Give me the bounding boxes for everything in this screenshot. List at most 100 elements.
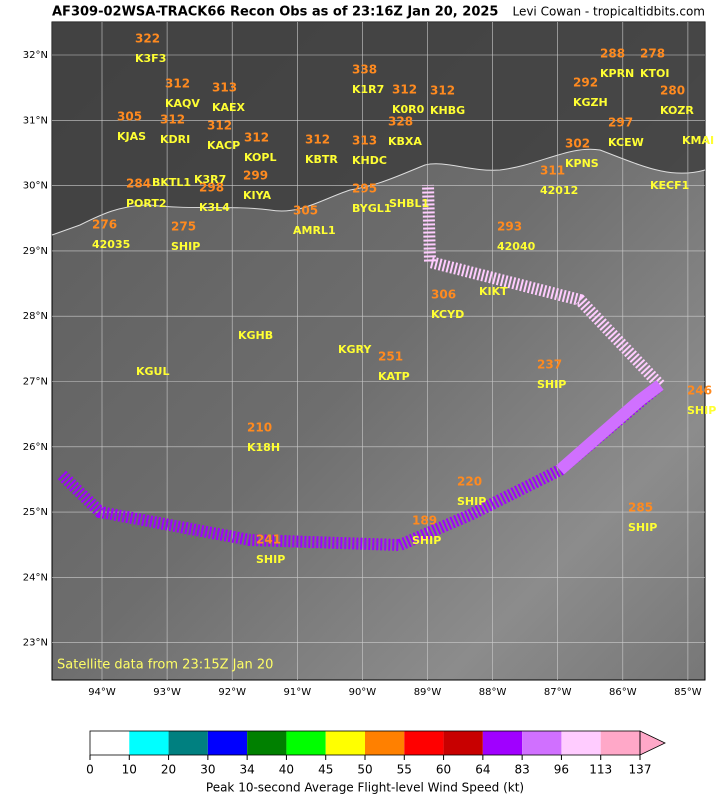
station-id: KIKT — [479, 285, 508, 298]
colorbar-segment — [168, 731, 208, 755]
colorbar-tick-label: 50 — [357, 763, 372, 777]
station-value: 295 — [352, 182, 377, 196]
station-value: 302 — [565, 137, 590, 151]
colorbar-tick-label: 34 — [240, 763, 255, 777]
station-value: 246 — [687, 384, 712, 398]
colorbar-segment — [207, 731, 248, 755]
station-id: SHIP — [687, 404, 716, 417]
station-value: 312 — [207, 119, 232, 133]
lat-tick-label: 25°N — [23, 507, 48, 518]
lat-tick-label: 30°N — [23, 181, 48, 192]
station-id: KBTR — [305, 153, 338, 166]
station-id: K1R7 — [352, 83, 384, 96]
station-id: KHDC — [352, 154, 387, 167]
station-id: KPNS — [565, 157, 599, 170]
colorbar-tick-label: 60 — [436, 763, 451, 777]
colorbar-segment — [365, 731, 405, 755]
station-id: KPRN — [600, 67, 634, 80]
lat-tick-label: 27°N — [23, 377, 48, 388]
station-id: 42012 — [540, 184, 578, 197]
colorbar-segment — [522, 731, 562, 755]
station-value: 312 — [430, 84, 455, 98]
station-value: 251 — [378, 350, 403, 364]
station-value: 241 — [256, 533, 281, 547]
station-id: KGRY — [338, 343, 372, 356]
station-id: K3L4 — [199, 201, 230, 214]
lat-tick-label: 32°N — [23, 50, 48, 61]
station-id: AMRL1 — [293, 224, 336, 237]
colorbar-tick-label: 30 — [200, 763, 215, 777]
station-value: 275 — [171, 220, 196, 234]
station-id: SHIP — [457, 495, 486, 508]
lat-tick-label: 24°N — [23, 572, 48, 583]
station-value: 312 — [244, 131, 269, 145]
station-value: 311 — [540, 164, 565, 178]
station-id: KGUL — [136, 365, 170, 378]
station-value: 297 — [608, 116, 633, 130]
colorbar-segment — [443, 731, 483, 755]
colorbar: 0 10 20 30 34 40 45 50 55 60 64 83 96 113 137 Peak 10-s… — [86, 730, 666, 795]
lon-tick-label: 94°W — [88, 687, 116, 698]
colorbar-segment — [286, 731, 326, 755]
colorbar-label: Peak 10-second Average Flight-level Wind… — [206, 781, 524, 795]
station-value: 284 — [126, 177, 151, 191]
station-id: KGHB — [238, 329, 273, 342]
colorbar-tick-label: 113 — [589, 763, 612, 777]
station-id: KAEX — [212, 101, 246, 114]
land — [52, 22, 705, 235]
station-value: 312 — [392, 83, 417, 97]
lat-tick-label: 31°N — [23, 115, 48, 126]
station-id: K18H — [247, 441, 280, 454]
station-value: 306 — [431, 288, 456, 302]
credit: Levi Cowan - tropicaltidbits.com — [512, 5, 705, 19]
colorbar-tick-label: 45 — [318, 763, 333, 777]
station-value: 305 — [117, 110, 142, 124]
station-value: 328 — [388, 115, 413, 129]
colorbar-segment — [404, 731, 444, 755]
flight-track-mid — [556, 380, 664, 475]
lon-tick-label: 90°W — [349, 687, 377, 698]
station-value: 285 — [628, 501, 653, 515]
title: AF309-02WSA-TRACK66 Recon Obs as of 23:1… — [52, 5, 498, 20]
colorbar-segment — [247, 731, 287, 755]
station-id: SHIP — [537, 378, 566, 391]
station-value: 210 — [247, 421, 272, 435]
station-value: 189 — [412, 514, 437, 528]
station-id: SHIP — [171, 240, 200, 253]
station-id: KAQV — [165, 97, 200, 110]
lon-tick-label: 87°W — [544, 687, 572, 698]
station-value: 220 — [457, 475, 482, 489]
station-value: 292 — [573, 76, 598, 90]
station-value: 298 — [199, 181, 224, 195]
colorbar-segment — [325, 731, 365, 755]
colorbar-tick-label: 96 — [554, 763, 569, 777]
colorbar-tick-label: 83 — [515, 763, 530, 777]
station-id: KIYA — [243, 189, 272, 202]
station-value: 305 — [293, 204, 318, 218]
station-value: 313 — [352, 134, 377, 148]
colorbar-tick-label: 137 — [629, 763, 652, 777]
station-id: PORT2 — [126, 197, 167, 210]
station-id: KHBG — [430, 104, 465, 117]
station-id: KTOI — [640, 67, 669, 80]
station-id: KECF1 — [650, 179, 689, 192]
station-value: 280 — [660, 84, 685, 98]
station-value: 312 — [305, 133, 330, 147]
flight-track-upper — [422, 184, 665, 390]
colorbar-segment — [600, 731, 640, 755]
lon-tick-label: 91°W — [283, 687, 311, 698]
colorbar-tick-label: 10 — [122, 763, 137, 777]
colorbar-arrow — [639, 730, 666, 756]
station-id: BYGL1 — [352, 202, 391, 215]
station-value: 299 — [243, 169, 268, 183]
station-id: SHIP — [628, 521, 657, 534]
station-id: BKTL1 — [152, 176, 191, 189]
lat-tick-label: 29°N — [23, 246, 48, 257]
station-id: KACP — [207, 139, 240, 152]
colorbar-tick-label: 20 — [161, 763, 176, 777]
station-value: 313 — [212, 81, 237, 95]
station-id: SHBL1 — [389, 197, 429, 210]
colorbar-tick-label: 55 — [397, 763, 412, 777]
station-value: 322 — [135, 32, 160, 46]
lon-tick-label: 88°W — [479, 687, 507, 698]
